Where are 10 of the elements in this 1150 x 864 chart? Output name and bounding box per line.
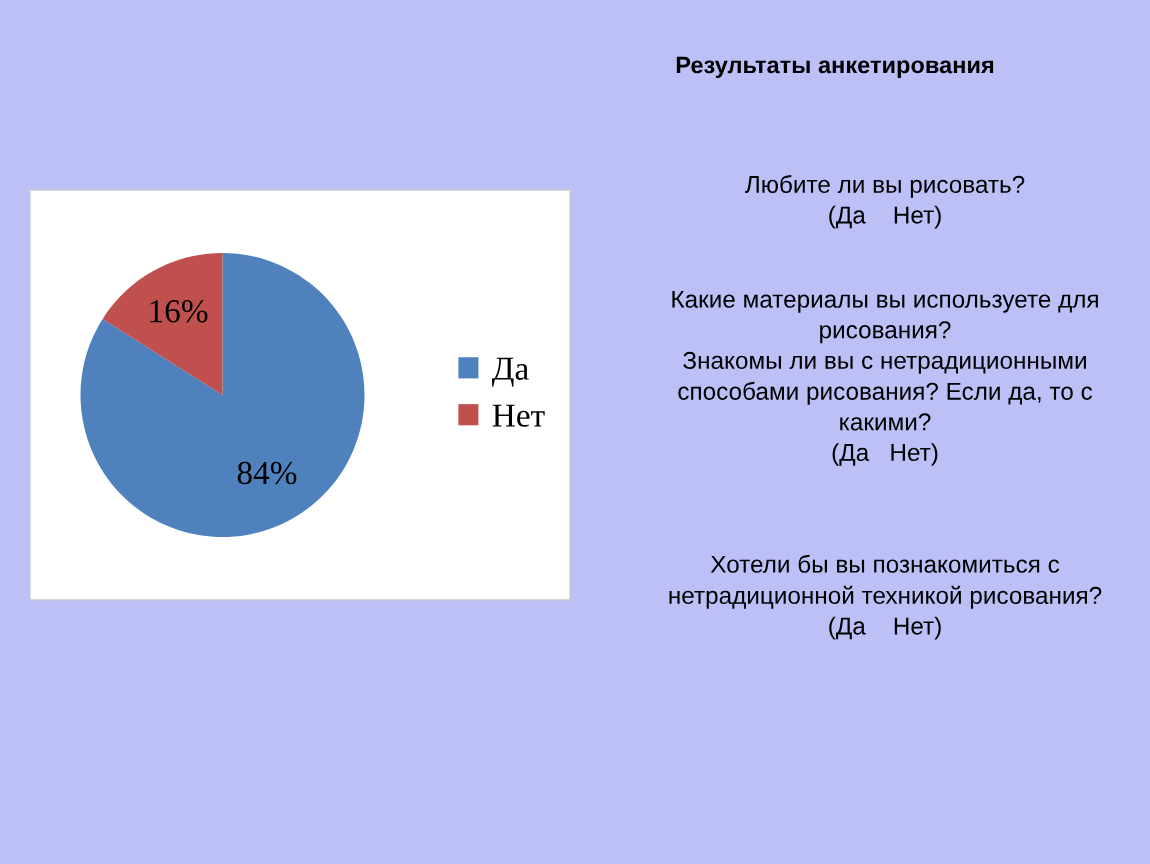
text: Результаты анкетирования bbox=[676, 56, 994, 78]
text: Хотели бы вы познакомиться с нетрадиционной техникой рисования? (Да Нет) bbox=[669, 554, 1102, 640]
text: Какие материалы вы используете для рисования? Знакомы ли вы с нетрадиционными способами рисования? Если да, то с какими? (Да Нет) bbox=[672, 290, 1098, 466]
text: Любите ли вы рисовать? (Да Нет) bbox=[745, 175, 1025, 229]
pie-slice bbox=[102, 253, 223, 395]
data-label: 84% bbox=[237, 461, 297, 485]
legend-label: Нет bbox=[492, 404, 545, 427]
pie-slice bbox=[80, 253, 365, 537]
data-label: 16% bbox=[150, 299, 208, 323]
legend-label: Да bbox=[491, 357, 529, 387]
